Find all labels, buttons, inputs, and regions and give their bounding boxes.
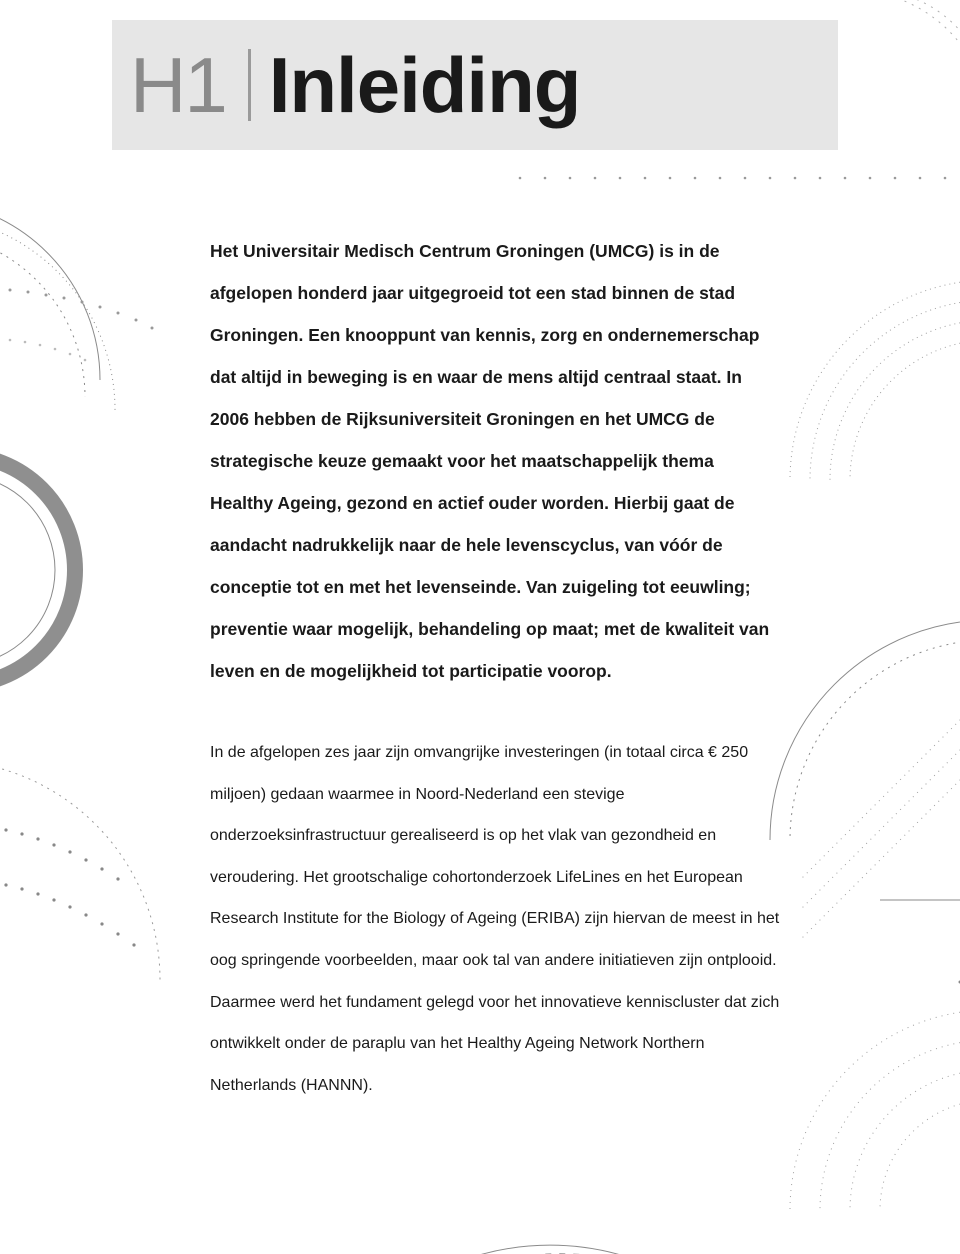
- chapter-title: Inleiding: [269, 40, 581, 131]
- body-paragraph: In de afgelopen zes jaar zijn omvangrijk…: [210, 732, 780, 1106]
- title-block: H1 Inleiding: [112, 20, 838, 150]
- lead-paragraph: Het Universitair Medisch Centrum Groning…: [210, 230, 780, 692]
- chapter-number: H1: [130, 40, 226, 131]
- title-divider: [248, 49, 251, 121]
- body-text-area: Het Universitair Medisch Centrum Groning…: [210, 230, 780, 1106]
